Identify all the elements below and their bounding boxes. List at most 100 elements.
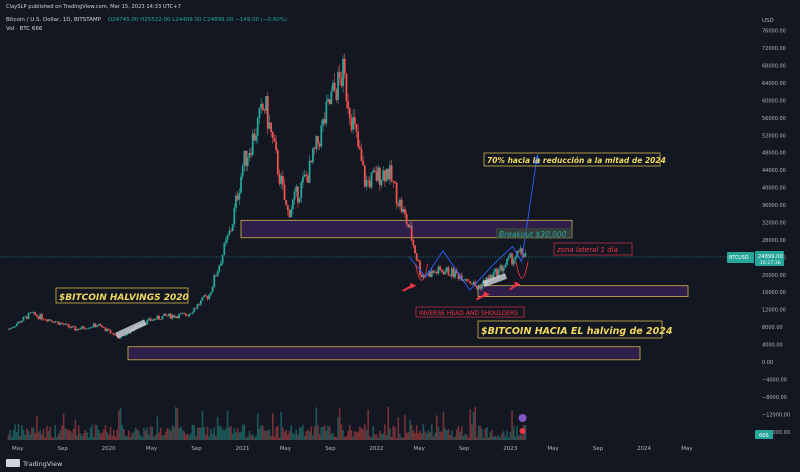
volume-bar xyxy=(365,429,368,440)
candle-body xyxy=(487,277,490,280)
volume-bar xyxy=(496,437,498,440)
candle-body xyxy=(248,152,251,158)
candle-body xyxy=(72,326,75,328)
candle-body xyxy=(153,318,155,321)
price-axis[interactable]: 76000.00 72000.00 68000.00 64000.00 60000.00… xyxy=(762,29,790,436)
candle-body xyxy=(188,313,191,317)
candle-body xyxy=(271,131,274,138)
volume-bar xyxy=(266,430,269,440)
candle-body xyxy=(19,321,22,323)
volume-bar xyxy=(318,434,321,440)
volume-bar xyxy=(16,432,18,440)
candle-body xyxy=(383,170,386,182)
annotation-zones xyxy=(127,219,689,361)
candle-body xyxy=(501,265,503,272)
volume-bar xyxy=(61,425,63,440)
volume-bar xyxy=(392,426,395,440)
volume-bar xyxy=(469,409,472,440)
candle-body xyxy=(209,292,212,295)
red-arrowhead xyxy=(514,281,521,288)
candle-body xyxy=(199,300,202,305)
candle-body xyxy=(368,180,371,188)
volume-bar xyxy=(44,437,47,440)
volume-bar xyxy=(164,431,167,440)
candle-body xyxy=(42,319,45,320)
candle-body xyxy=(323,119,326,124)
volume-bar xyxy=(22,429,25,440)
x-tick-label: 2022 xyxy=(369,446,383,452)
candle-body xyxy=(288,210,291,218)
candle-body xyxy=(268,122,271,129)
volume-bar xyxy=(355,432,358,440)
candle-body xyxy=(184,313,187,316)
candle-body xyxy=(330,91,333,105)
candle-body xyxy=(196,304,199,309)
candle-body xyxy=(17,321,20,324)
volume-bar xyxy=(440,431,443,440)
candle-body xyxy=(106,328,109,332)
volume-bar xyxy=(298,427,301,440)
candle-body xyxy=(34,312,37,316)
earnings-marker-icon[interactable] xyxy=(519,428,526,434)
volume-bar xyxy=(206,426,209,440)
volume-bar xyxy=(203,426,206,440)
volume-bar xyxy=(161,435,164,440)
y-tick-label: 40000.00 xyxy=(762,186,786,192)
y-tick-label: −12000.00 xyxy=(762,412,790,418)
x-tick-label: May xyxy=(547,446,559,452)
candle-body xyxy=(405,214,408,225)
y-tick-label: 76000.00 xyxy=(762,29,786,35)
y-tick-label: 68000.00 xyxy=(762,64,786,70)
volume-bar xyxy=(208,436,211,440)
candle-body xyxy=(52,321,55,323)
volume-bar xyxy=(181,429,184,440)
volume-bar xyxy=(114,436,117,440)
volume-bar xyxy=(308,431,311,440)
volume-bar xyxy=(12,430,15,440)
volume-bar xyxy=(425,433,428,440)
volume-bar xyxy=(131,433,134,440)
event-marker-icon[interactable] xyxy=(518,414,527,422)
candle-body xyxy=(24,316,27,318)
symbol-name[interactable]: Bitcoin / U.S. Dollar, 1D, BITSTAMP xyxy=(6,17,101,23)
candle-body xyxy=(435,271,438,274)
candle-body xyxy=(166,315,169,317)
volume-bar xyxy=(133,431,135,440)
candle-body xyxy=(39,314,42,320)
volume-bar xyxy=(295,429,298,440)
candle-body xyxy=(12,327,15,328)
pattern-box xyxy=(415,306,525,318)
candle-body xyxy=(241,166,244,177)
tradingview-logo[interactable]: TradingView xyxy=(6,459,63,468)
volume-bar xyxy=(256,413,259,440)
volume-bar xyxy=(412,430,415,440)
candle-body xyxy=(206,296,209,299)
candle-body xyxy=(243,150,246,167)
candle-body xyxy=(313,148,316,150)
time-axis[interactable]: May Sep 2020 May Sep 2021 May Sep 2022 May Sep 2023… xyxy=(12,446,693,452)
y-tick-label: 44000.00 xyxy=(762,168,786,174)
volume-bar xyxy=(74,419,77,440)
candle-body xyxy=(235,195,237,208)
candle-body xyxy=(377,167,380,181)
candle-body xyxy=(82,326,85,329)
candle-body xyxy=(315,136,318,150)
volume-bar xyxy=(437,427,440,440)
candle-body xyxy=(302,176,304,183)
y-tick-label: 48000.00 xyxy=(762,151,786,157)
last-price-value: 24899.00 xyxy=(758,254,783,260)
candle-body xyxy=(57,321,60,325)
candle-body xyxy=(340,77,343,87)
candle-body xyxy=(307,175,309,183)
volume-bar xyxy=(39,429,42,440)
volume-bar xyxy=(275,426,277,440)
candle-body xyxy=(203,295,206,298)
volume-bar xyxy=(293,434,296,440)
candle-body xyxy=(168,313,170,317)
candle-body xyxy=(32,312,35,313)
volume-bar xyxy=(489,432,492,440)
volume-bar xyxy=(56,436,58,440)
candle-body xyxy=(414,245,416,254)
volume-bar xyxy=(270,436,272,440)
